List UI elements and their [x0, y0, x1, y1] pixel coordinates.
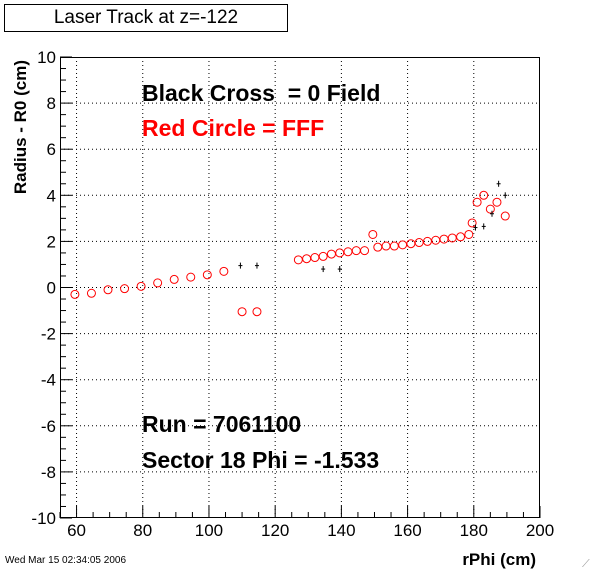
- resize-grip-icon[interactable]: ⟋: [582, 558, 590, 570]
- zero-field-data-point: [238, 262, 243, 269]
- zero-field-data-point: [254, 262, 259, 269]
- zero-field-data-point: [321, 266, 326, 273]
- fff-data-point: [302, 254, 312, 264]
- fff-data-point: [219, 266, 229, 276]
- y-tick-label: 0: [47, 279, 56, 298]
- fff-data-point: [485, 204, 495, 214]
- fff-data-point: [456, 232, 466, 242]
- y-tick-label: -4: [41, 371, 56, 390]
- y-tick-label: 4: [47, 186, 56, 205]
- y-tick-label: -8: [41, 463, 56, 482]
- y-tick-label: 10: [37, 48, 56, 67]
- fff-data-point: [360, 246, 370, 256]
- fff-data-point: [86, 288, 96, 298]
- x-tick-label: 80: [133, 521, 152, 540]
- fff-data-point: [318, 251, 328, 261]
- x-tick-label: 160: [393, 521, 421, 540]
- zero-field-data-point: [503, 192, 508, 199]
- fff-data-point: [293, 255, 303, 265]
- fff-data-point: [414, 238, 424, 248]
- legend-black-cross: Black Cross = 0 Field: [142, 80, 380, 106]
- fff-data-point: [500, 211, 510, 221]
- fff-data-point: [120, 284, 130, 294]
- fff-data-point: [431, 235, 441, 245]
- x-axis-label: rPhi (cm): [462, 550, 536, 569]
- legend-red-circle: Red Circle = FFF: [142, 115, 324, 141]
- zero-field-data-point: [481, 223, 486, 230]
- zero-field-data-point: [473, 224, 478, 231]
- fff-data-point: [381, 241, 391, 251]
- fff-data-point: [103, 285, 113, 295]
- fff-data-point: [153, 278, 163, 288]
- run-label: Run = 7061100: [142, 411, 301, 437]
- fff-data-point: [464, 229, 474, 239]
- x-tick-label: 120: [261, 521, 289, 540]
- y-tick-label: 8: [47, 94, 56, 113]
- y-tick-label: 2: [47, 232, 56, 251]
- y-tick-label: -10: [31, 509, 56, 528]
- fff-data-point: [237, 307, 247, 317]
- fff-data-point: [472, 197, 482, 207]
- fff-data-point: [351, 246, 361, 256]
- x-tick-label: 100: [195, 521, 223, 540]
- fff-data-point: [467, 218, 477, 228]
- sector-label: Sector 18 Phi = -1.533: [142, 447, 379, 473]
- y-axis-label: Radius - R0 (cm): [11, 60, 30, 194]
- fff-data-point: [326, 249, 336, 259]
- zero-field-data-point: [496, 180, 501, 187]
- fff-data-point: [368, 229, 378, 239]
- x-tick-label: 180: [460, 521, 488, 540]
- y-tick-label: -2: [41, 325, 56, 344]
- fff-data-point: [169, 274, 179, 284]
- fff-data-point: [373, 242, 383, 252]
- zero-field-data-point: [337, 266, 342, 273]
- fff-data-point: [447, 233, 457, 243]
- x-tick-label: 60: [67, 521, 86, 540]
- y-tick-label: -6: [41, 417, 56, 436]
- x-tick-label: 140: [327, 521, 355, 540]
- fff-data-point: [310, 253, 320, 263]
- timestamp: Wed Mar 15 02:34:05 2006: [5, 555, 127, 566]
- fff-data-point: [186, 272, 196, 282]
- y-tick-label: 6: [47, 140, 56, 159]
- chart-title: Laser Track at z=-122: [4, 4, 288, 32]
- fff-data-point: [398, 240, 408, 250]
- fff-data-point: [252, 307, 262, 317]
- zero-field-data-point: [490, 210, 494, 217]
- fff-data-point: [389, 241, 399, 251]
- fff-data-point: [492, 197, 502, 207]
- fff-data-point: [202, 270, 212, 280]
- fff-data-point: [335, 248, 345, 258]
- fff-data-point: [479, 190, 489, 200]
- fff-data-point: [406, 239, 416, 249]
- fff-data-point: [343, 247, 353, 257]
- fff-data-point: [70, 289, 80, 299]
- fff-data-point: [136, 281, 146, 291]
- x-tick-label: 200: [526, 521, 554, 540]
